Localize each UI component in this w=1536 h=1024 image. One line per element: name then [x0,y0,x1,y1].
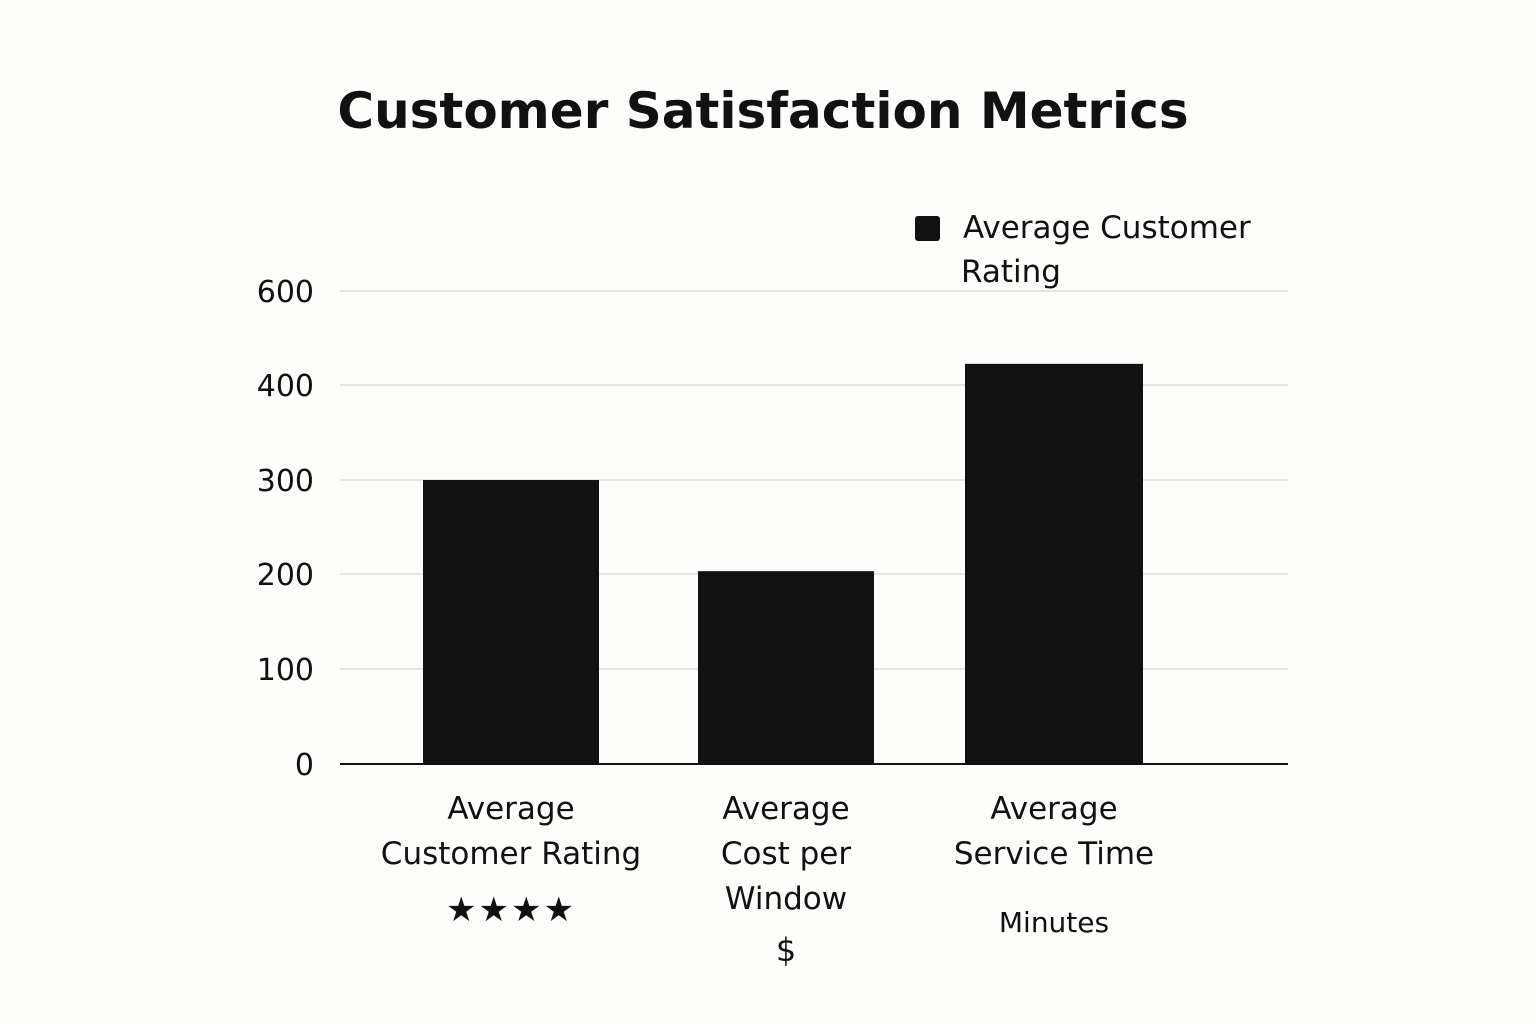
x-category-label-line: Average [447,791,574,827]
bar-3 [965,363,1143,764]
legend: Average Customer Rating [915,210,1251,290]
legend-label-line: Average Customer [963,210,1251,246]
x-category-label: Average Cost per Window [721,791,852,917]
chart-title: Customer Satisfaction Metrics [337,82,1188,140]
y-tick-label: 200 [257,558,314,593]
x-axis-labels: Average Customer Rating ★★★★ Average Cost pe… [381,791,1154,969]
x-category-label-line: Average [990,791,1117,827]
x-category-label-line: Customer Rating [381,836,641,872]
y-tick-label: 300 [257,464,314,499]
x-category-unit: Minutes [999,906,1109,939]
legend-swatch [915,216,940,241]
x-category-label-line: Average [722,791,849,827]
y-axis-ticks: 0 100 200 300 400 600 [257,275,314,783]
y-tick-label: 100 [257,653,314,688]
y-tick-label: 0 [295,748,314,783]
legend-label: Average Customer Rating [961,210,1251,290]
y-tick-label: 400 [257,369,314,404]
bar-1 [423,480,599,764]
x-category-label-line: Service Time [954,836,1154,872]
x-category-label: Average Customer Rating [381,791,641,872]
x-category-unit: ★★★★ [446,890,576,930]
x-category-unit: $ [776,931,796,969]
legend-label-line: Rating [961,254,1061,290]
y-tick-label: 600 [257,275,314,310]
bars [423,363,1143,764]
x-category-label: Average Service Time [954,791,1154,872]
bar-2 [698,571,874,764]
x-category-label-line: Cost per [721,836,852,872]
x-category-label-line: Window [725,881,847,917]
